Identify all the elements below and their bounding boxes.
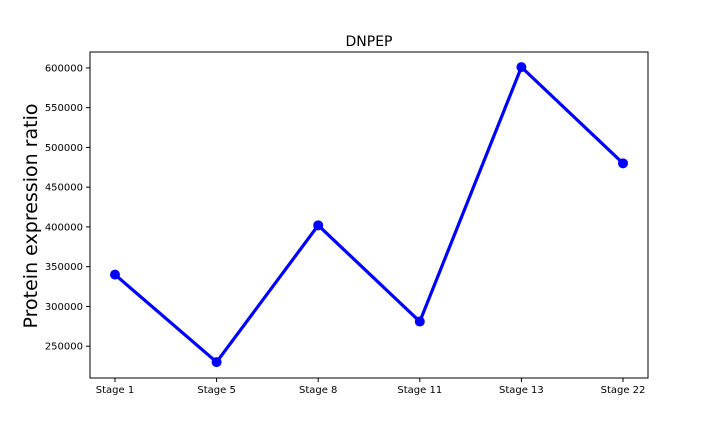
series-line [113,65,625,364]
y-tick-label: 450000 [45,183,83,194]
data-point [414,316,425,327]
x-tick-label: Stage 8 [299,385,337,396]
data-point [211,357,222,368]
x-tick-label: Stage 11 [397,385,442,396]
data-point [516,62,527,73]
series-group [110,62,628,368]
y-tick-label: 600000 [45,63,83,74]
x-tick-label: Stage 1 [96,385,134,396]
plot-area [89,51,649,379]
y-axis: 250000 300000 350000 400000 450000 500000 5500… [45,63,90,353]
y-tick-label: 550000 [45,103,83,114]
x-axis: Stage 1 Stage 5 Stage 8 Stage 11 Stage 13 Sta… [96,378,646,396]
x-tick-label: Stage 13 [499,385,544,396]
x-tick-label: Stage 22 [601,385,646,396]
x-tick-label: Stage 5 [197,385,235,396]
y-tick-label: 400000 [45,222,83,233]
y-tick-label: 500000 [45,143,83,154]
chart-title: DNPEP [346,34,393,50]
data-point [313,220,324,231]
data-point [618,158,628,169]
y-axis-label: Protein expression ratio [20,104,42,329]
y-tick-label: 350000 [45,262,83,273]
y-tick-label: 250000 [45,342,83,353]
y-tick-label: 300000 [45,302,83,313]
data-point [110,269,120,280]
